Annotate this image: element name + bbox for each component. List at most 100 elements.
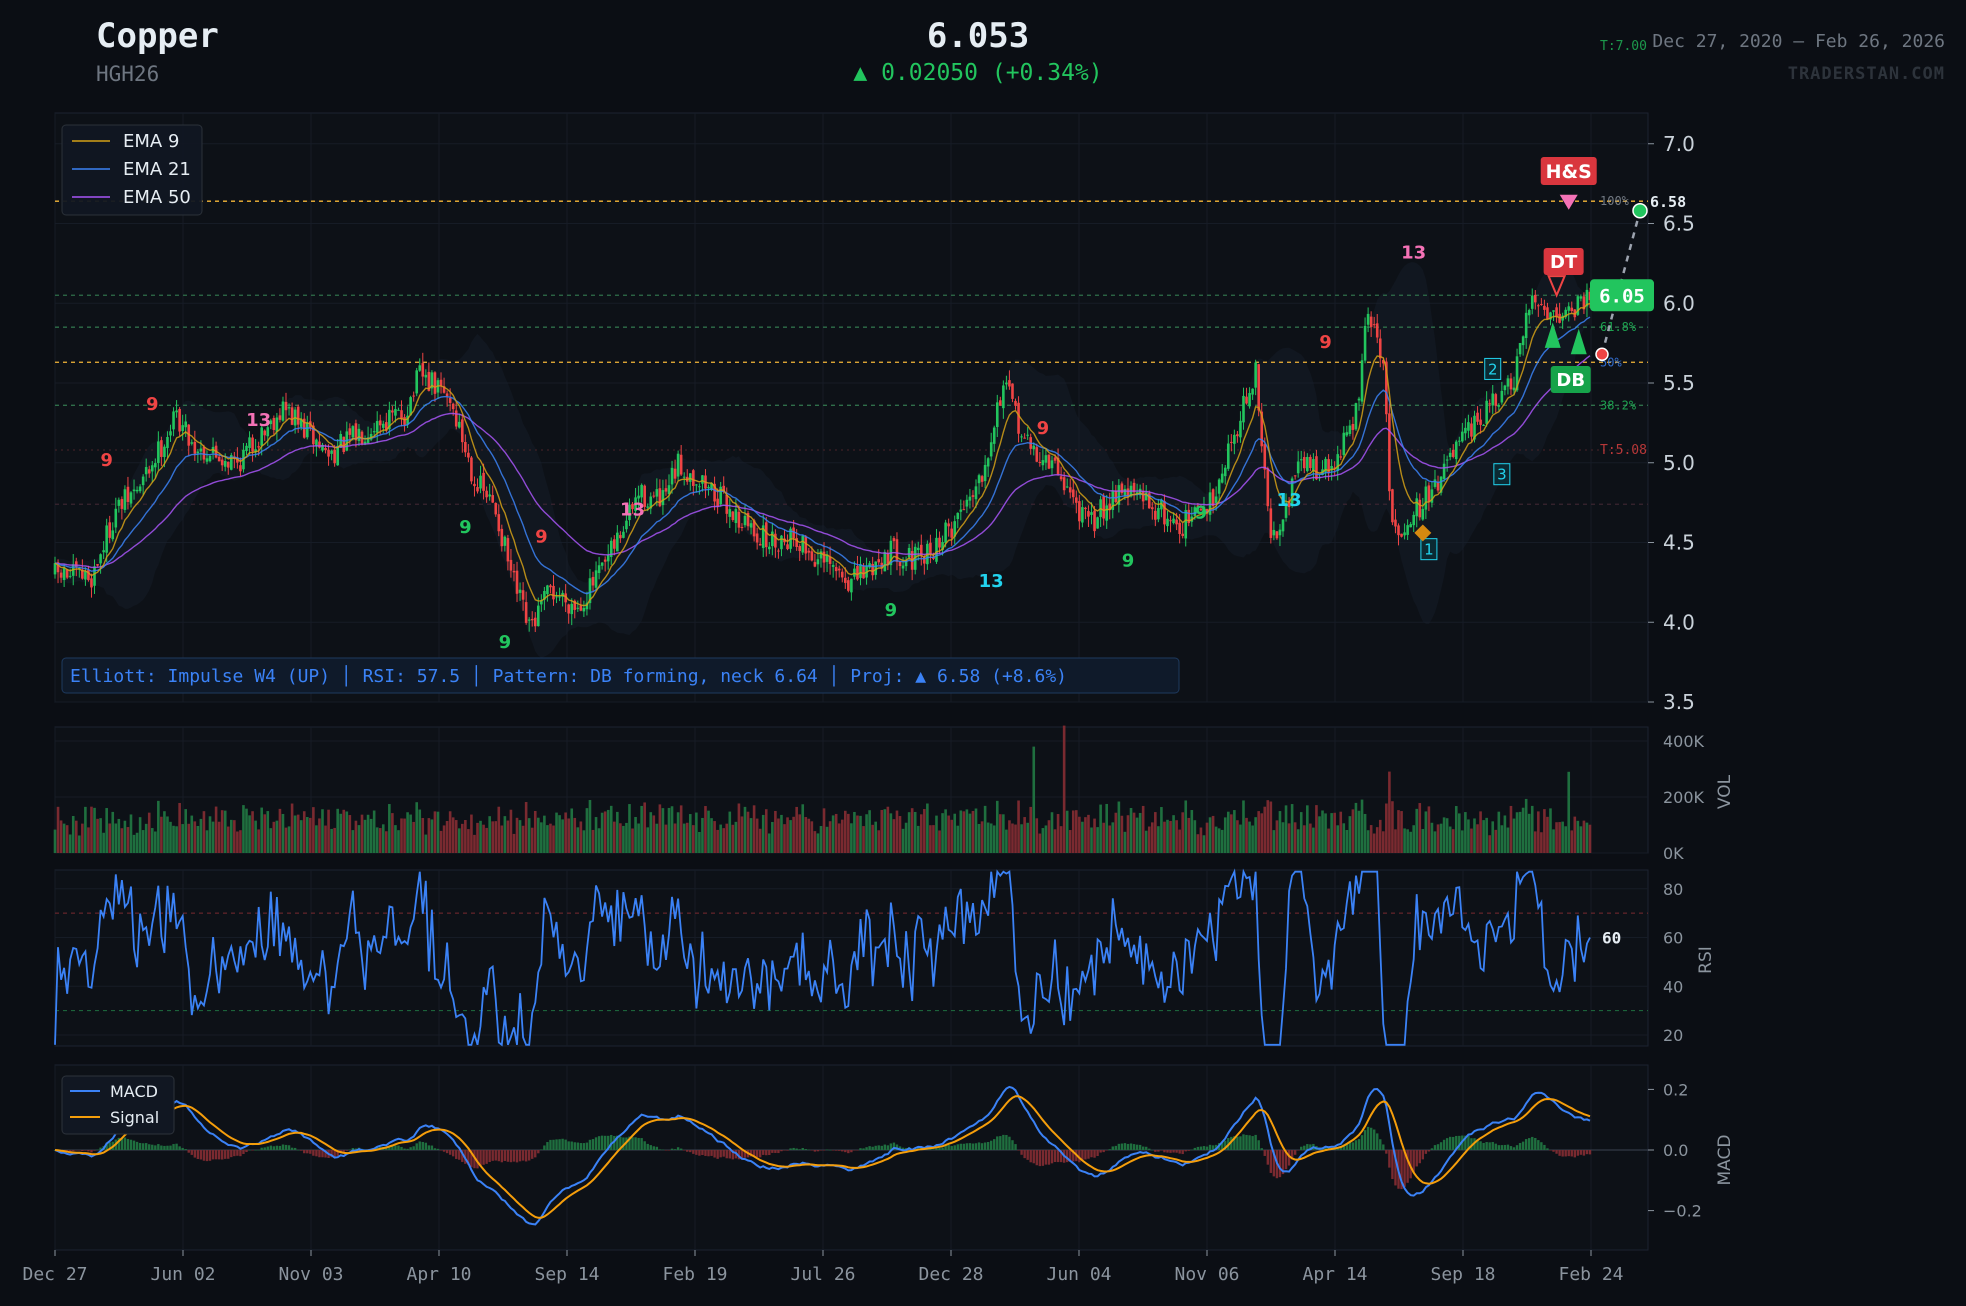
macd-histogram-bar [1430, 1148, 1434, 1150]
macd-histogram-bar [1537, 1140, 1540, 1150]
candle-body [1439, 476, 1443, 493]
volume-bar [1047, 820, 1051, 853]
macd-histogram-bar [543, 1145, 546, 1150]
candle-body [859, 564, 862, 578]
candle-body [1126, 488, 1130, 498]
candle-body [339, 434, 343, 448]
candle-body [856, 566, 859, 580]
elliott-wave-box [1484, 357, 1502, 380]
db-marker-right [1570, 328, 1587, 355]
volume-bar [819, 826, 823, 853]
volume-bar [321, 809, 324, 853]
macd-histogram-bar [895, 1144, 899, 1150]
volume-bar [637, 823, 640, 853]
macd-histogram-bar [1418, 1150, 1421, 1164]
macd-histogram-bar [749, 1150, 753, 1157]
macd-histogram-bar [518, 1150, 522, 1162]
x-tick-label: Sep 18 [1430, 1264, 1495, 1285]
ema-9-line [54, 302, 1591, 607]
candle-body [251, 437, 254, 452]
macd-histogram-bar [996, 1136, 999, 1150]
macd-histogram-bar [296, 1149, 300, 1151]
volume-bar [239, 830, 242, 853]
macd-histogram-bar [1300, 1146, 1303, 1150]
candle-body [950, 528, 953, 538]
candle-body [491, 495, 495, 503]
volume-bar [1190, 810, 1194, 853]
macd-histogram-bar [284, 1144, 288, 1150]
macd-histogram-bar [233, 1150, 236, 1157]
candle-body [1342, 432, 1346, 456]
candle-body [226, 461, 230, 468]
volume-bar [1579, 826, 1583, 853]
macd-histogram-bar [531, 1150, 534, 1159]
candle-body [1336, 454, 1340, 471]
macd-histogram-bar [1184, 1150, 1187, 1152]
volume-bar [1524, 798, 1528, 853]
macd-histogram-bar [157, 1144, 160, 1150]
volume-bar [345, 811, 349, 853]
volume-bar [272, 821, 276, 853]
macd-histogram-bar [141, 1143, 145, 1150]
candle-body [1515, 356, 1519, 391]
candle-body [327, 449, 330, 457]
macd-histogram-bar [1208, 1144, 1212, 1150]
volume-bar [1056, 814, 1060, 853]
candle-body [588, 578, 592, 604]
candle-body [1208, 492, 1212, 515]
candle-body [1017, 402, 1020, 434]
macd-histogram-bar [1014, 1144, 1017, 1150]
candle-body [1108, 503, 1112, 511]
macd-histogram-bar [819, 1150, 823, 1151]
candle-body [1412, 514, 1416, 526]
macd-histogram-bar [968, 1143, 972, 1150]
volume-bar [248, 815, 251, 853]
macd-histogram-bar [1324, 1146, 1327, 1150]
elliott-wave-box [1420, 538, 1438, 561]
candle-body [655, 489, 659, 497]
volume-bar [263, 814, 267, 853]
candle-body [1150, 507, 1154, 510]
candle-body [1284, 502, 1288, 518]
volume-bar [96, 818, 99, 853]
candle-body [959, 509, 963, 512]
candle-body [1306, 456, 1309, 472]
candle-body [205, 458, 209, 462]
volume-bar [643, 802, 646, 853]
volume-bar [579, 821, 583, 853]
x-tick-label: Feb 24 [1558, 1264, 1623, 1285]
volume-bar [597, 828, 601, 853]
macd-histogram-bar [1017, 1150, 1020, 1151]
volume-bar [1415, 808, 1419, 853]
candle-body [819, 551, 823, 559]
macd-histogram-bar [236, 1150, 239, 1156]
volume-bar [1394, 829, 1397, 853]
macd-histogram-bar [120, 1138, 124, 1150]
candle-body [992, 427, 996, 444]
macd-histogram-bar [135, 1141, 139, 1150]
macd-histogram-bar [75, 1150, 78, 1151]
candle-body [825, 554, 829, 562]
volume-bar [1585, 822, 1589, 853]
macd-histogram-bar [1555, 1150, 1558, 1154]
volume-bar [1245, 817, 1248, 853]
macd-histogram-bar [1406, 1150, 1409, 1183]
candle-body [1032, 445, 1036, 450]
macd-histogram-bar [1558, 1150, 1561, 1156]
volume-bar [910, 808, 914, 853]
volume-bar [299, 820, 303, 853]
macd-histogram-bar [406, 1148, 409, 1150]
macd-histogram-bar [1582, 1150, 1586, 1156]
candle-body [609, 540, 613, 557]
macd-histogram-bar [202, 1150, 206, 1161]
macd-histogram-bar [965, 1143, 969, 1150]
candle-body [1576, 296, 1580, 315]
volume-bar [1257, 811, 1260, 853]
pattern-badge-hs [1540, 157, 1597, 185]
volume-bar [749, 818, 753, 853]
candle-body [375, 421, 379, 433]
volume-bar [1327, 828, 1330, 853]
macd-histogram-bar [1166, 1150, 1169, 1153]
candle-body [1445, 459, 1449, 461]
